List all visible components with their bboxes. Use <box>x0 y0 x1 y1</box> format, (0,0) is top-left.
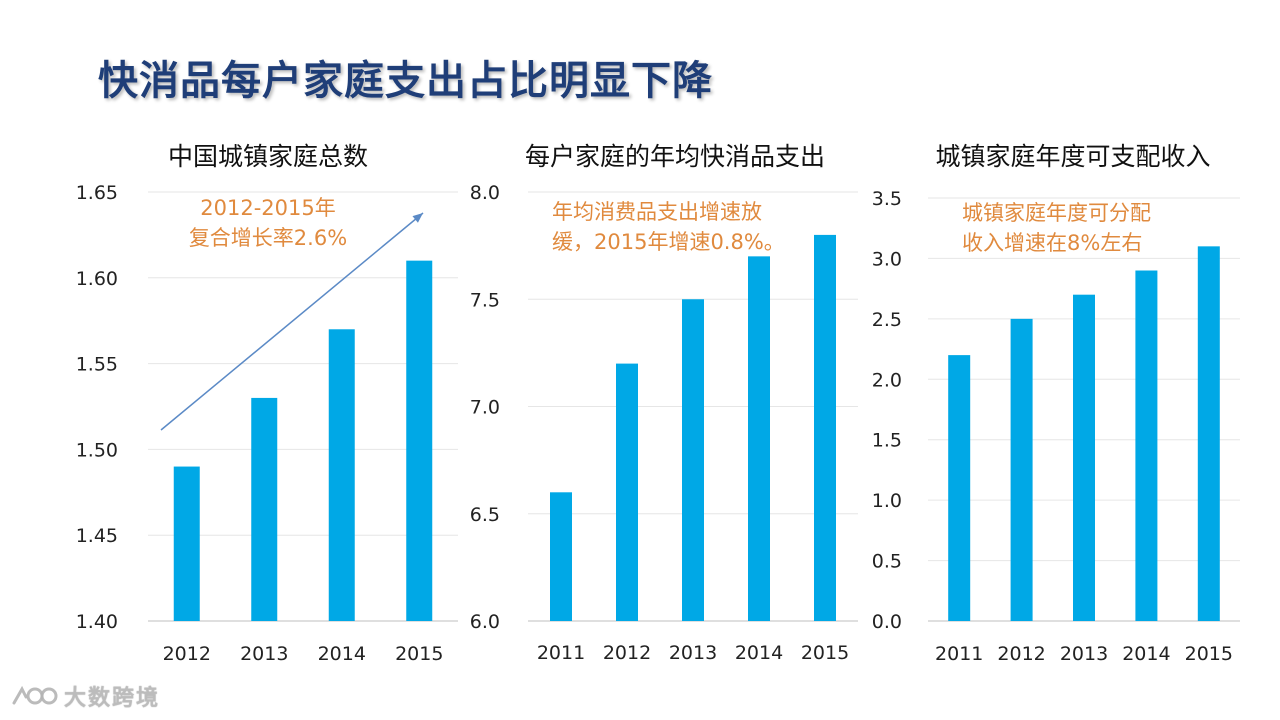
trend-arrow-icon <box>160 212 424 431</box>
x-tick-label: 2013 <box>1060 643 1108 665</box>
y-tick-label: 8.0 <box>470 182 500 204</box>
annotation-text: 城镇家庭年度可分配 <box>962 201 1151 225</box>
x-tick-label: 2015 <box>395 643 443 665</box>
x-tick-label: 2011 <box>935 643 983 665</box>
y-tick-label: 1.55 <box>76 354 118 376</box>
x-tick-label: 2012 <box>603 642 651 664</box>
bar <box>1197 246 1220 622</box>
y-tick-label: 1.65 <box>76 182 118 204</box>
y-tick-label: 1.5 <box>872 430 902 452</box>
y-tick-label: 1.45 <box>76 525 118 547</box>
annotation-text: 复合增长率2.6% <box>189 226 347 250</box>
x-tick-label: 2011 <box>537 642 585 664</box>
bar <box>406 260 433 621</box>
x-tick-label: 2013 <box>240 643 288 665</box>
annotation-text: 年均消费品支出增速放 <box>552 200 762 224</box>
bar <box>748 256 770 621</box>
x-tick-label: 2014 <box>735 642 783 664</box>
bar <box>173 466 200 621</box>
x-tick-label: 2014 <box>1122 643 1170 665</box>
y-tick-label: 3.0 <box>872 248 902 270</box>
chart-title: 中国城镇家庭总数 <box>168 142 368 171</box>
y-tick-label: 0.5 <box>872 551 902 573</box>
trend-arrow-line <box>160 212 424 431</box>
watermark-logo-icon <box>12 685 58 705</box>
y-tick-label: 6.0 <box>470 611 500 633</box>
x-tick-label: 2015 <box>1185 643 1233 665</box>
y-tick-label: 1.60 <box>76 268 118 290</box>
y-tick-label: 1.40 <box>76 611 118 633</box>
annotation-text: 收入增速在8%左右 <box>962 231 1142 255</box>
y-tick-label: 3.5 <box>872 188 902 210</box>
bar <box>328 329 355 621</box>
trend-arrow-head <box>412 213 423 223</box>
bar <box>948 355 971 621</box>
y-tick-label: 7.0 <box>470 397 500 419</box>
y-tick-label: 2.5 <box>872 309 902 331</box>
bar <box>616 363 638 621</box>
x-tick-label: 2013 <box>669 642 717 664</box>
y-tick-label: 7.5 <box>470 289 500 311</box>
chart-title: 城镇家庭年度可支配收入 <box>935 142 1210 171</box>
y-tick-label: 6.5 <box>470 504 500 526</box>
bar <box>1073 294 1095 621</box>
x-tick-label: 2015 <box>801 642 849 664</box>
chart-title: 每户家庭的年均快消品支出 <box>525 142 825 171</box>
annotation-text: 2012-2015年 <box>200 196 335 220</box>
bar <box>251 397 278 621</box>
y-tick-label: 0.0 <box>872 611 902 633</box>
y-tick-label: 1.0 <box>872 490 902 512</box>
bar <box>814 234 836 621</box>
bar <box>1135 270 1158 621</box>
bar <box>550 492 572 621</box>
page-title: 快消品每户家庭支出占比明显下降 <box>98 58 713 104</box>
x-tick-label: 2012 <box>997 643 1045 665</box>
watermark: 大数跨境 <box>10 680 160 712</box>
bar <box>682 299 704 621</box>
annotation-text: 缓，2015年增速0.8%。 <box>552 230 785 254</box>
bar <box>1010 318 1033 621</box>
x-tick-label: 2012 <box>163 643 211 665</box>
x-tick-label: 2014 <box>318 643 366 665</box>
y-tick-label: 1.50 <box>76 439 118 461</box>
watermark-text: 大数跨境 <box>64 686 161 711</box>
y-tick-label: 2.0 <box>872 369 902 391</box>
